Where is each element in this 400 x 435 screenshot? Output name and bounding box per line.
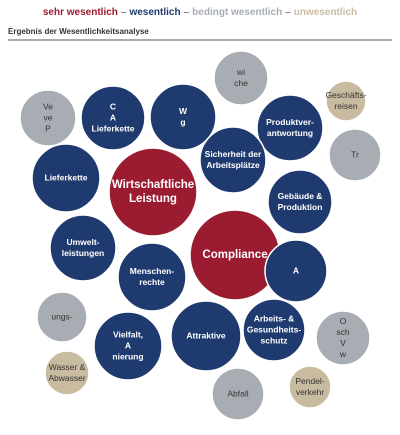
- bubble: [80, 85, 146, 151]
- bubble-label: Gebäude &: [278, 191, 323, 201]
- bubble-label: Compliance: [202, 249, 267, 261]
- bubble-label: Abwasser: [48, 373, 85, 383]
- bubble: [31, 143, 101, 213]
- bubble-label: Abfall: [227, 388, 248, 398]
- legend: sehr wesentlich – wesentlich – bedingt wesen…: [43, 7, 357, 18]
- bubble-label: Arbeits- &: [254, 313, 295, 323]
- legend-item: bedingt wesentlich: [192, 7, 282, 18]
- bubble: [328, 128, 382, 182]
- bubble-label: C: [110, 101, 116, 111]
- bubble-label: Produktion: [278, 202, 323, 212]
- bubble-label: Gesundheits-: [247, 324, 301, 334]
- bubble: [93, 311, 163, 381]
- bubble: [256, 94, 324, 162]
- bubble-label: A: [125, 340, 131, 350]
- bubble-label: wi: [236, 67, 245, 77]
- bubble-label: reisen: [334, 101, 357, 111]
- legend-item: sehr wesentlich: [43, 7, 118, 18]
- bubble-label: Wasser &: [49, 362, 86, 372]
- bubble: [242, 298, 306, 362]
- bubble-label: Attraktive: [186, 330, 225, 340]
- bubble: [211, 367, 265, 421]
- legend-separator: –: [121, 7, 127, 18]
- bubble-label: w: [339, 349, 347, 359]
- bubble-label: P: [45, 123, 51, 133]
- bubble: [288, 365, 332, 409]
- legend-separator: –: [285, 7, 291, 18]
- title: Ergebnis der Wesentlichkeitsanalyse: [8, 27, 149, 36]
- bubble: [199, 126, 267, 194]
- bubble-label: Lieferkette: [45, 172, 88, 182]
- bubble-label: Leistung: [129, 193, 177, 205]
- bubble-label: A: [110, 112, 116, 122]
- legend-item: unwesentlich: [294, 7, 357, 18]
- bubble: [213, 50, 269, 106]
- bubble-label: Geschäfts-: [325, 90, 366, 100]
- bubble-label: Pendel-: [295, 376, 324, 386]
- bubble: [149, 83, 217, 151]
- bubble-label: Wirtschaftliche: [112, 179, 194, 191]
- legend-item: wesentlich: [128, 7, 180, 18]
- bubble-label: Ve: [43, 101, 53, 111]
- bubble: [117, 242, 187, 312]
- bubble-label: Lieferkette: [92, 123, 135, 133]
- bubble-label: ungs-: [51, 311, 72, 321]
- bubble-label: Vielfalt,: [113, 329, 143, 339]
- bubble-label: che: [234, 78, 248, 88]
- bubble: [315, 310, 371, 366]
- bubble-label: Tr: [351, 149, 359, 159]
- bubble-label: sch: [336, 327, 350, 337]
- bubble-label: Umwelt-: [66, 237, 99, 247]
- bubble-label: rechte: [139, 277, 165, 287]
- bubble-label: leistungen: [62, 248, 105, 258]
- bubble: [44, 350, 90, 396]
- legend-separator: –: [184, 7, 190, 18]
- bubble-label: V: [340, 338, 346, 348]
- bubble: [19, 89, 77, 147]
- bubble: [170, 300, 242, 372]
- bubble-label: nierung: [112, 351, 143, 361]
- bubble-label: verkehr: [296, 387, 325, 397]
- bubble-label: Arbeitsplätze: [206, 160, 260, 170]
- bubble-label: Menschen-: [130, 266, 175, 276]
- bubble-label: W: [179, 106, 188, 116]
- bubble: [264, 239, 328, 303]
- bubble: [267, 169, 333, 235]
- bubble-label: schutz: [261, 335, 288, 345]
- bubble-label: ve: [44, 112, 53, 122]
- bubble-label: g: [180, 117, 185, 127]
- bubble: [325, 80, 367, 122]
- bubble-label: Sicherheit der: [205, 149, 262, 159]
- bubble: [49, 214, 117, 282]
- bubble-label: Produktver-: [266, 117, 314, 127]
- bubble: [36, 291, 88, 343]
- bubble-label: O: [340, 316, 347, 326]
- bubble-label: A: [293, 265, 299, 275]
- bubble: [108, 147, 198, 237]
- bubble-label: antwortung: [267, 128, 313, 138]
